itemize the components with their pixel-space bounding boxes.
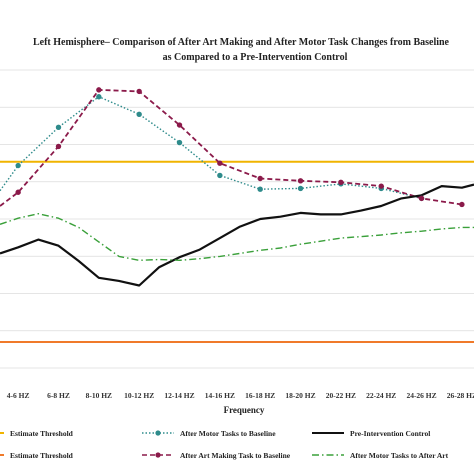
data-point: [96, 87, 102, 93]
x-tick-label: 16-18 HZ: [245, 391, 275, 400]
data-point: [257, 175, 263, 182]
data-point: [176, 122, 183, 128]
legend-label: Pre-Intervention Control: [350, 429, 430, 438]
data-point: [15, 162, 21, 169]
x-tick-label: 18-20 HZ: [285, 391, 315, 400]
x-tick-label: 12-14 HZ: [164, 391, 194, 400]
data-point: [15, 189, 21, 195]
data-point: [297, 178, 304, 184]
legend-item: After Motor Tasks to After Art: [312, 451, 449, 460]
chart-subtitle: as Compared to a Pre-Intervention Contro…: [162, 52, 348, 63]
data-point: [55, 124, 62, 131]
data-point: [136, 88, 142, 95]
data-point: [136, 111, 142, 118]
legend-label: After Motor Tasks to After Art: [350, 451, 449, 460]
x-axis-label: Frequency: [224, 405, 265, 415]
threshold-lines: [0, 160, 474, 344]
legend-item: Estimate Threshold: [0, 429, 74, 438]
x-tick-label: 10-12 HZ: [124, 391, 154, 400]
data-point: [418, 195, 425, 202]
series-line-1: [0, 96, 422, 200]
legend: Estimate Threshold After Motor Tasks to B…: [0, 429, 449, 460]
x-tick-label: 4-6 HZ: [7, 391, 30, 400]
x-tick-label: 22-24 HZ: [366, 391, 396, 400]
x-tick-label: 8-10 HZ: [86, 391, 112, 400]
data-point: [55, 143, 62, 150]
series-line-4: [0, 213, 474, 261]
data-point: [338, 179, 344, 186]
legend-label: After Art Making Task to Baseline: [180, 451, 291, 460]
legend-marker: [155, 452, 161, 458]
data-point: [96, 94, 102, 100]
x-tick-label: 24-26 HZ: [406, 391, 436, 400]
x-tick-label: 14-16 HZ: [205, 391, 235, 400]
data-point: [257, 186, 263, 192]
legend-label: Estimate Threshold: [10, 429, 74, 438]
legend-label: After Motor Tasks to Baseline: [180, 429, 276, 438]
legend-marker: [155, 430, 161, 436]
legend-item: After Motor Tasks to Baseline: [142, 429, 276, 438]
data-point: [176, 139, 183, 146]
data-point: [378, 183, 384, 189]
data-point: [459, 201, 465, 208]
chart-title: Left Hemisphere– Comparison of After Art…: [32, 37, 449, 48]
legend-item: Estimate Threshold: [0, 451, 74, 460]
x-tick-label: 20-22 HZ: [326, 391, 356, 400]
data-point: [217, 160, 223, 166]
x-tick-label: 26-28 HZ: [447, 391, 474, 400]
data-point: [217, 172, 223, 179]
gridlines: [0, 69, 474, 369]
series-markers: [15, 87, 465, 208]
legend-item: Pre-Intervention Control: [312, 429, 430, 438]
x-tick-label: 6-8 HZ: [47, 391, 70, 400]
legend-label: Estimate Threshold: [10, 451, 74, 460]
data-point: [297, 185, 304, 192]
series-line-3: [0, 183, 474, 287]
legend-item: After Art Making Task to Baseline: [142, 451, 291, 460]
